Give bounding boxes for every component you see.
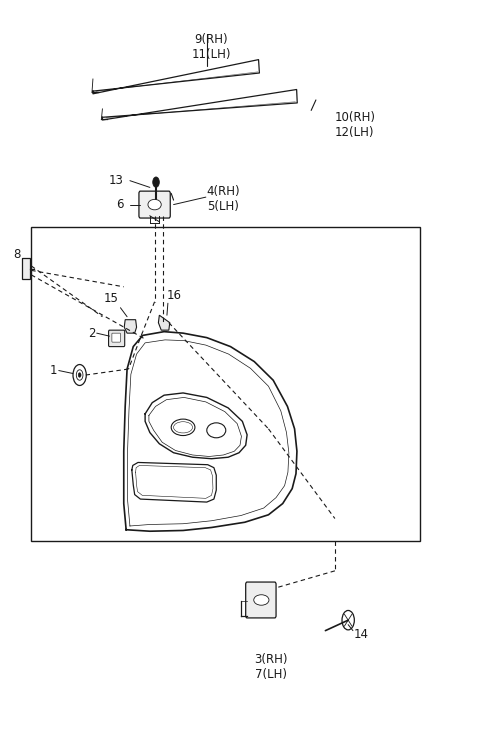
FancyBboxPatch shape — [112, 333, 120, 342]
Text: 9(RH)
11(LH): 9(RH) 11(LH) — [192, 32, 231, 61]
Polygon shape — [158, 316, 170, 330]
Text: 4(RH)
5(LH): 4(RH) 5(LH) — [207, 184, 240, 212]
Text: 3(RH)
7(LH): 3(RH) 7(LH) — [254, 653, 288, 681]
Ellipse shape — [254, 595, 269, 605]
Text: 16: 16 — [167, 288, 181, 302]
Polygon shape — [124, 320, 137, 333]
Text: 8: 8 — [13, 248, 21, 261]
FancyBboxPatch shape — [139, 191, 170, 218]
Ellipse shape — [148, 200, 161, 210]
Text: 10(RH)
12(LH): 10(RH) 12(LH) — [335, 111, 376, 139]
Text: 14: 14 — [354, 628, 369, 641]
Text: 15: 15 — [104, 292, 119, 306]
Text: 13: 13 — [109, 174, 124, 187]
Circle shape — [153, 177, 159, 187]
Text: 6: 6 — [116, 198, 124, 211]
Text: 1: 1 — [50, 364, 57, 377]
FancyBboxPatch shape — [246, 582, 276, 618]
Bar — [31, 227, 420, 541]
Text: 2: 2 — [88, 327, 96, 340]
Bar — [22, 258, 30, 279]
Circle shape — [78, 373, 81, 377]
FancyBboxPatch shape — [108, 330, 125, 346]
